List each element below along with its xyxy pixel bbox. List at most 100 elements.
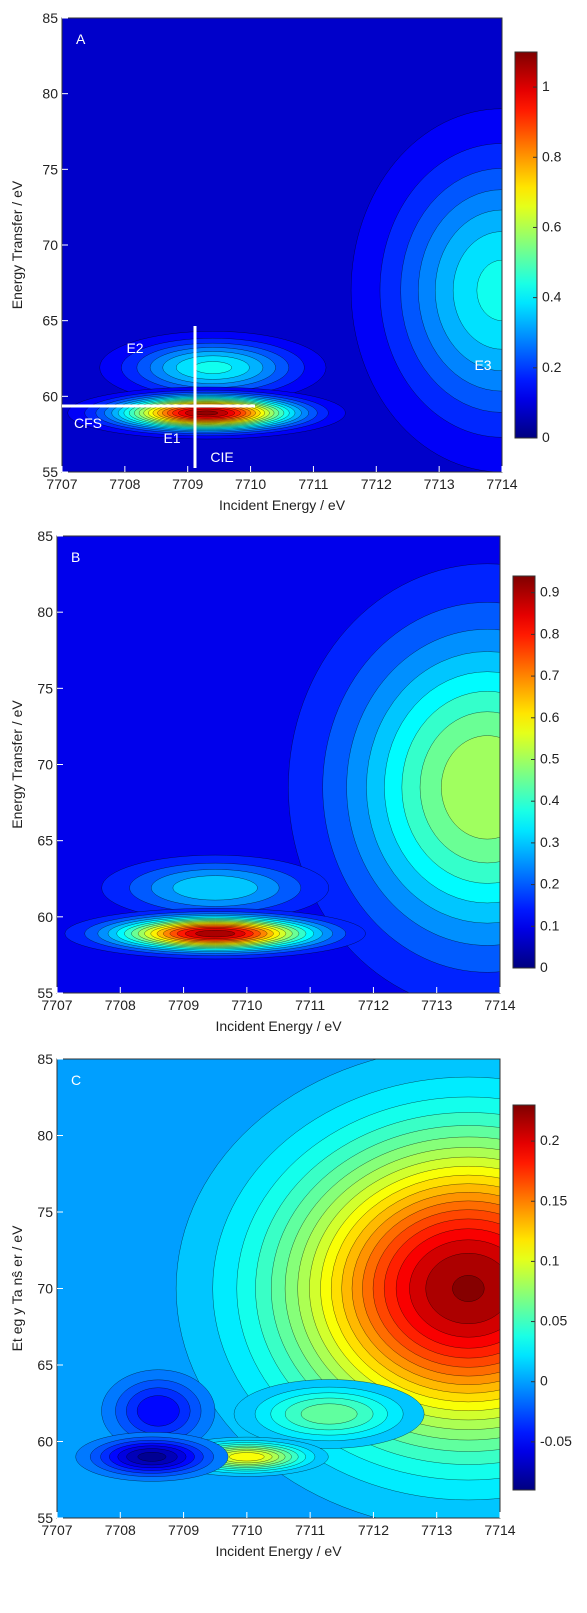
contour	[172, 875, 258, 901]
y-tick-label: 75	[42, 161, 58, 177]
panel-label: C	[71, 1072, 81, 1088]
colorbar-tick-label: 0.6	[542, 218, 562, 234]
y-tick-label: 65	[37, 1357, 53, 1373]
x-tick-label: 7710	[231, 997, 262, 1013]
x-tick-label: 7709	[168, 997, 199, 1013]
x-axis-label: Incident Energy / eV	[215, 1543, 342, 1559]
colorbar-tick-label: 0.8	[540, 625, 560, 641]
colorbar-tick-label: 0.9	[540, 584, 560, 600]
annotation: E3	[474, 357, 491, 373]
colorbar	[512, 575, 536, 969]
x-tick-label: 7713	[421, 997, 452, 1013]
y-tick-label: 55	[37, 1510, 53, 1526]
contour	[195, 410, 219, 416]
panel-label: A	[76, 31, 86, 47]
colorbar	[512, 1104, 536, 1491]
y-tick-label: 85	[37, 1051, 53, 1067]
annotation: E1	[163, 430, 180, 446]
x-tick-label: 7708	[109, 476, 140, 492]
y-tick-label: 85	[42, 10, 58, 26]
y-tick-label: 80	[42, 86, 58, 102]
contour	[137, 1452, 167, 1462]
colorbar-tick-label: 0.4	[542, 289, 562, 305]
contour	[452, 1275, 485, 1302]
colorbar-tick-label: 0.15	[540, 1192, 567, 1208]
y-tick-label: 80	[37, 604, 53, 620]
x-tick-label: 7709	[168, 1522, 199, 1538]
colorbar-tick-label: 0.7	[540, 667, 560, 683]
y-tick-label: 65	[42, 313, 58, 329]
colorbar	[514, 51, 538, 439]
y-tick-label: 75	[37, 680, 53, 696]
y-tick-label: 70	[37, 1281, 53, 1297]
x-tick-label: 7707	[41, 997, 72, 1013]
y-tick-label: 85	[37, 528, 53, 544]
colorbar-tick-label: 0.6	[540, 709, 560, 725]
y-tick-label: 70	[37, 757, 53, 773]
colorbar-tick-label: 0	[540, 959, 548, 975]
x-axis-label: Incident Energy / eV	[219, 497, 346, 513]
x-tick-label: 7708	[105, 1522, 136, 1538]
x-tick-label: 7711	[295, 997, 325, 1013]
y-tick-label: 80	[37, 1128, 53, 1144]
x-tick-label: 7714	[486, 476, 517, 492]
y-tick-label: 70	[42, 237, 58, 253]
y-tick-label: 75	[37, 1204, 53, 1220]
plot-area	[62, 18, 502, 472]
colorbar-tick-label: 0.05	[540, 1313, 567, 1329]
plot-area	[57, 1059, 500, 1518]
y-tick-label: 65	[37, 833, 53, 849]
x-tick-label: 7712	[361, 476, 392, 492]
x-tick-label: 7710	[235, 476, 266, 492]
contour	[476, 259, 502, 321]
y-tick-label: 55	[42, 464, 58, 480]
contour	[193, 361, 232, 374]
x-tick-label: 7712	[358, 1522, 389, 1538]
y-axis-label: Energy Transfer / eV	[9, 180, 25, 309]
contour	[195, 930, 236, 938]
x-tick-label: 7707	[41, 1522, 72, 1538]
colorbar-tick-label: 0.8	[542, 148, 562, 164]
x-tick-label: 7714	[484, 997, 515, 1013]
x-tick-label: 7707	[46, 476, 77, 492]
x-tick-label: 7711	[298, 476, 328, 492]
y-tick-label: 55	[37, 985, 53, 1001]
colorbar-tick-label: 0	[540, 1373, 548, 1389]
x-tick-label: 7710	[231, 1522, 262, 1538]
colorbar-tick-label: 0.4	[540, 792, 560, 808]
contour	[300, 1403, 358, 1425]
x-tick-label: 7708	[105, 997, 136, 1013]
x-tick-label: 7713	[424, 476, 455, 492]
y-tick-label: 60	[42, 388, 58, 404]
x-tick-label: 7714	[484, 1522, 515, 1538]
y-tick-label: 60	[37, 909, 53, 925]
y-axis-label: Energy Transfer / eV	[9, 700, 25, 829]
panel-label: B	[71, 549, 80, 565]
contour	[441, 735, 500, 840]
x-tick-label: 7711	[295, 1522, 325, 1538]
x-tick-label: 7712	[358, 997, 389, 1013]
annotation: CIE	[210, 449, 233, 465]
contour	[136, 1395, 180, 1427]
x-tick-label: 7713	[421, 1522, 452, 1538]
colorbar-tick-label: 0.2	[540, 876, 560, 892]
annotation: E2	[126, 340, 143, 356]
colorbar-tick-label: 0.2	[540, 1132, 560, 1148]
plot-area	[57, 536, 500, 993]
y-tick-label: 60	[37, 1434, 53, 1450]
x-axis-label: Incident Energy / eV	[215, 1018, 342, 1034]
colorbar-tick-label: 0	[542, 429, 550, 445]
colorbar-tick-label: 0.1	[540, 917, 560, 933]
y-axis-label: Et eg y Ta nŝ er / eV	[9, 1225, 25, 1351]
contour	[229, 1452, 265, 1462]
colorbar-tick-label: 0.3	[540, 834, 560, 850]
annotation: CFS	[74, 415, 102, 431]
colorbar-tick-label: -0.05	[540, 1433, 572, 1449]
colorbar-tick-label: 0.5	[540, 750, 560, 766]
colorbar-tick-label: 0.1	[540, 1252, 560, 1268]
colorbar-tick-label: 1	[542, 78, 550, 94]
colorbar-tick-label: 0.2	[542, 359, 562, 375]
x-tick-label: 7709	[172, 476, 203, 492]
